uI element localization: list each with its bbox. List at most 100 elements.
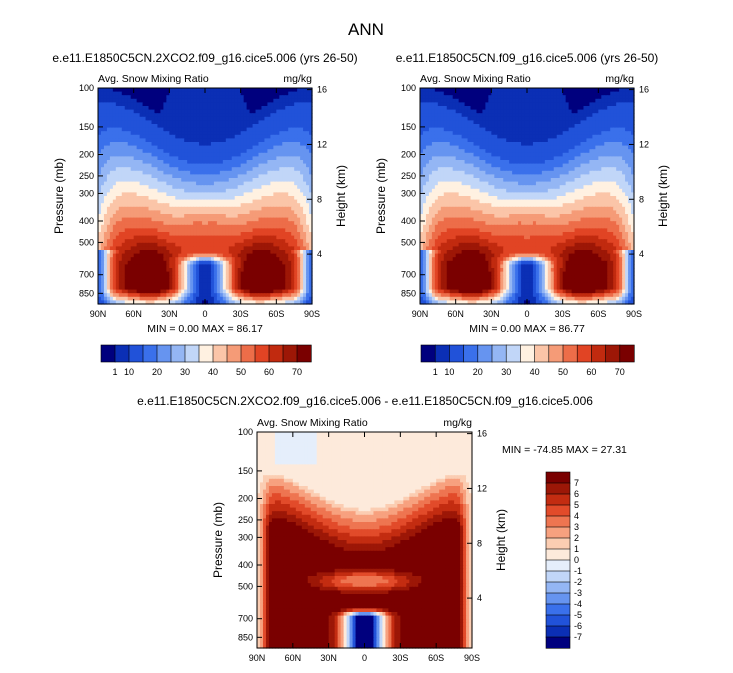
field-cell bbox=[98, 199, 102, 204]
field-cell bbox=[544, 98, 549, 103]
field-cell bbox=[124, 156, 129, 161]
field-cell bbox=[136, 91, 141, 96]
field-cell bbox=[529, 113, 534, 118]
field-cell bbox=[228, 102, 233, 107]
field-cell bbox=[210, 88, 215, 93]
field-cell bbox=[178, 196, 182, 201]
field-cell bbox=[139, 206, 144, 211]
field-cell bbox=[210, 293, 215, 298]
field-cell bbox=[145, 127, 150, 132]
field-cell bbox=[240, 206, 245, 211]
field-cell bbox=[240, 185, 245, 190]
field-cell bbox=[246, 91, 251, 96]
field-cell bbox=[193, 282, 197, 287]
field-cell bbox=[136, 253, 141, 258]
field-cell bbox=[225, 131, 230, 136]
field-cell bbox=[219, 95, 224, 100]
field-cell bbox=[446, 98, 451, 103]
field-cell bbox=[145, 181, 150, 186]
field-cell bbox=[213, 131, 218, 136]
field-cell bbox=[216, 170, 221, 175]
field-cell bbox=[98, 178, 102, 183]
colorbar-box bbox=[268, 344, 284, 363]
field-cell bbox=[133, 217, 138, 222]
field-cell bbox=[139, 293, 144, 298]
field-cell bbox=[148, 178, 153, 183]
field-cell bbox=[294, 235, 298, 240]
field-cell bbox=[243, 113, 248, 118]
field-cell bbox=[148, 242, 153, 247]
field-cell bbox=[202, 206, 206, 211]
field-cell bbox=[98, 120, 102, 125]
field-cell bbox=[166, 289, 170, 294]
field-cell bbox=[264, 221, 269, 226]
field-cell bbox=[279, 260, 283, 265]
field-cell bbox=[288, 228, 292, 233]
field-cell bbox=[178, 116, 182, 121]
field-cell bbox=[166, 239, 170, 244]
field-cell bbox=[255, 91, 260, 96]
colorbar-label: 30 bbox=[180, 367, 190, 377]
field-cell bbox=[309, 163, 313, 168]
field-cell bbox=[121, 185, 126, 190]
field-cell bbox=[148, 109, 153, 114]
field-cell bbox=[190, 88, 194, 93]
field-cell bbox=[148, 142, 153, 147]
field-cell bbox=[249, 199, 254, 204]
field-cell bbox=[106, 289, 111, 294]
field-cell bbox=[121, 170, 126, 175]
field-cell bbox=[225, 127, 230, 132]
field-cell bbox=[178, 300, 182, 305]
field-cell bbox=[163, 268, 167, 273]
field-cell bbox=[163, 257, 167, 262]
field-cell bbox=[207, 264, 212, 269]
field-cell bbox=[187, 91, 191, 96]
field-cell bbox=[261, 246, 266, 251]
field-cell bbox=[309, 232, 313, 237]
field-cell bbox=[568, 95, 573, 100]
field-cell bbox=[288, 199, 292, 204]
field-cell bbox=[196, 120, 200, 125]
field-cell bbox=[237, 210, 242, 215]
colorbar-label: 70 bbox=[292, 367, 302, 377]
field-cell bbox=[169, 102, 173, 107]
field-cell bbox=[237, 163, 242, 168]
field-cell bbox=[166, 300, 170, 305]
field-cell bbox=[306, 217, 310, 222]
field-cell bbox=[160, 242, 164, 247]
field-cell bbox=[98, 131, 102, 136]
field-cell bbox=[166, 224, 170, 229]
field-cell bbox=[130, 282, 135, 287]
field-cell bbox=[258, 282, 263, 287]
field-cell bbox=[264, 206, 269, 211]
field-cell bbox=[100, 145, 105, 150]
field-cell bbox=[98, 214, 102, 219]
field-cell bbox=[243, 91, 248, 96]
field-cell bbox=[190, 217, 194, 222]
field-cell bbox=[246, 206, 251, 211]
field-cell bbox=[196, 138, 200, 143]
field-cell bbox=[228, 268, 233, 273]
field-cell bbox=[160, 127, 164, 132]
field-cell bbox=[282, 221, 286, 226]
field-cell bbox=[464, 113, 469, 118]
field-cell bbox=[237, 257, 242, 262]
field-cell bbox=[103, 131, 108, 136]
field-cell bbox=[300, 210, 304, 215]
field-cell bbox=[225, 300, 230, 305]
field-cell bbox=[622, 95, 626, 100]
field-cell bbox=[527, 109, 531, 114]
field-cell bbox=[160, 145, 164, 150]
field-cell bbox=[154, 167, 159, 172]
field-cell bbox=[628, 106, 632, 111]
field-cell bbox=[103, 124, 108, 129]
field-cell bbox=[190, 246, 194, 251]
field-cell bbox=[222, 188, 227, 193]
field-cell bbox=[213, 188, 218, 193]
field-cell bbox=[622, 102, 626, 107]
field-cell bbox=[309, 203, 313, 208]
field-cell bbox=[106, 253, 111, 258]
field-cell bbox=[222, 206, 227, 211]
field-cell bbox=[255, 210, 260, 215]
field-cell bbox=[276, 98, 280, 103]
